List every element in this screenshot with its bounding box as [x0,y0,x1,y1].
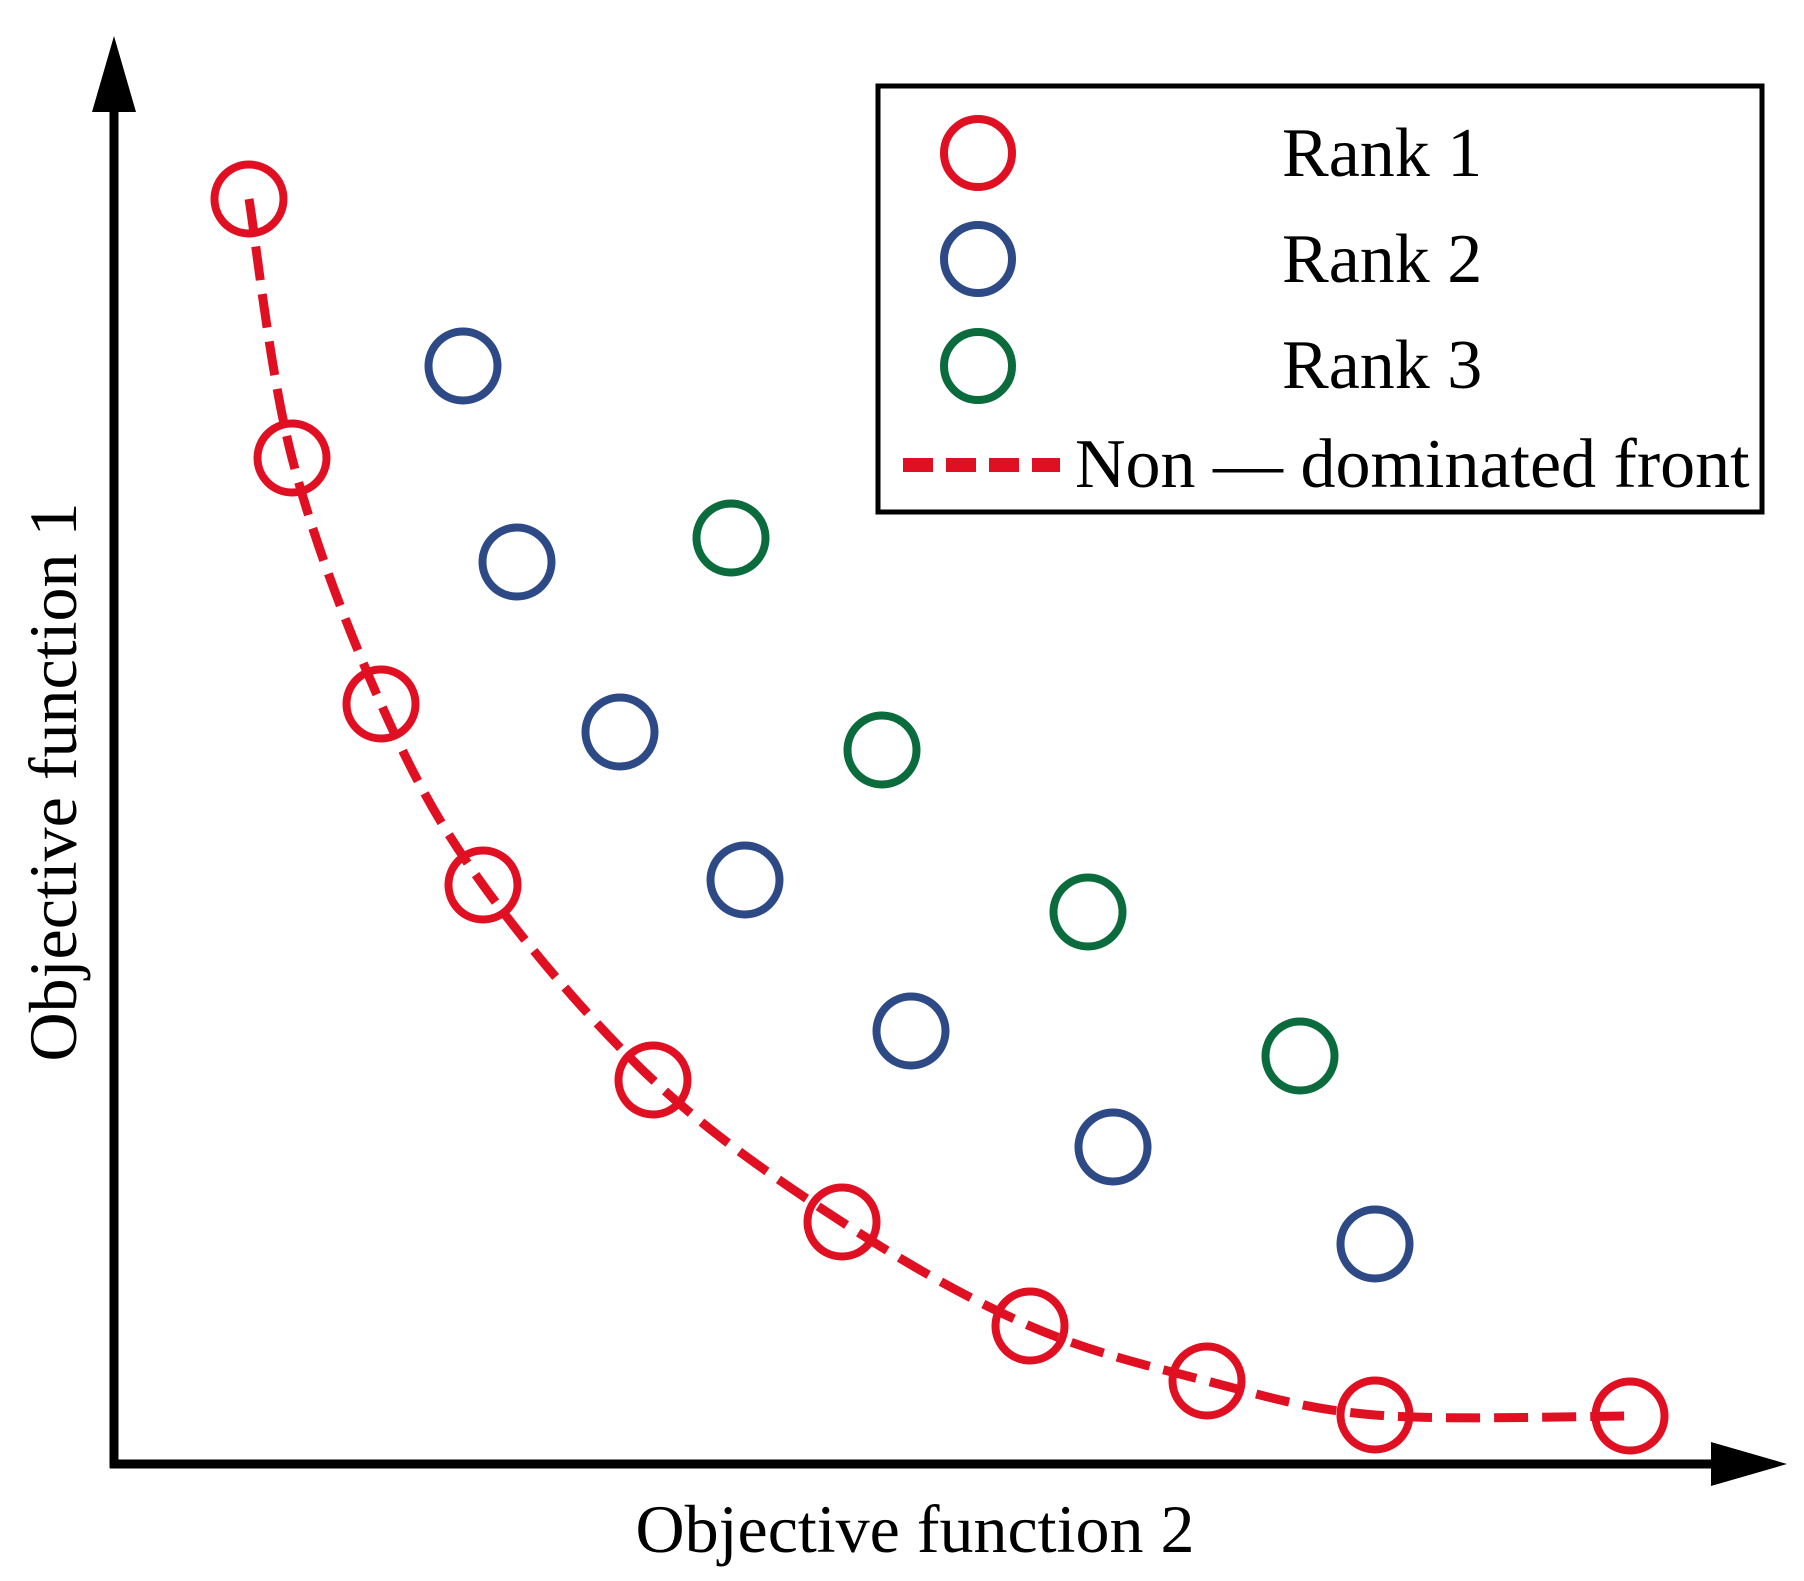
data-point-rank3 [1049,873,1127,951]
data-point-rank3 [1261,1017,1339,1095]
data-point-rank1 [444,846,522,924]
legend-label-front: Non — dominated front [1075,426,1750,503]
legend-marker-rank3-icon [940,328,1016,404]
data-point-rank3 [843,711,921,789]
non-dominated-front-curve [244,198,1631,1423]
legend-marker-rank2-icon [940,221,1016,297]
legend-label-rank2: Rank 2 [1282,221,1482,298]
legend-box [875,83,1765,515]
data-point-rank1 [1168,1342,1246,1420]
y-axis-label: Objective function 1 [15,503,91,1062]
data-point-rank1 [1591,1377,1669,1455]
legend: Rank 1 Rank 2 Rank 3 Non — dominated fro… [875,83,1765,515]
legend-label-rank3: Rank 3 [1282,327,1482,404]
data-point-rank2 [872,992,950,1070]
y-axis-arrowhead-icon [92,36,136,112]
data-point-rank2 [478,523,556,601]
data-point-rank2 [581,693,659,771]
data-point-rank1 [253,419,331,497]
data-point-rank2 [424,327,502,405]
data-point-rank1 [210,160,288,238]
front-dashed-path [244,198,1631,1423]
data-point-rank1 [803,1183,881,1261]
data-point-rank2 [1074,1108,1152,1186]
data-point-rank1 [342,665,420,743]
axes: Objective function 1 Objective function … [15,36,1787,1567]
x-axis-arrowhead-icon [1711,1442,1787,1486]
data-point-rank1 [1336,1376,1414,1454]
data-point-rank2 [1336,1205,1414,1283]
data-point-rank3 [692,499,770,577]
data-point-rank1 [614,1041,692,1119]
legend-label-rank1: Rank 1 [1282,115,1482,192]
data-point-rank2 [706,841,784,919]
legend-marker-rank1-icon [940,115,1016,191]
scatter-points [210,160,1669,1455]
data-point-rank1 [991,1287,1069,1365]
x-axis-label: Objective function 2 [636,1491,1195,1567]
